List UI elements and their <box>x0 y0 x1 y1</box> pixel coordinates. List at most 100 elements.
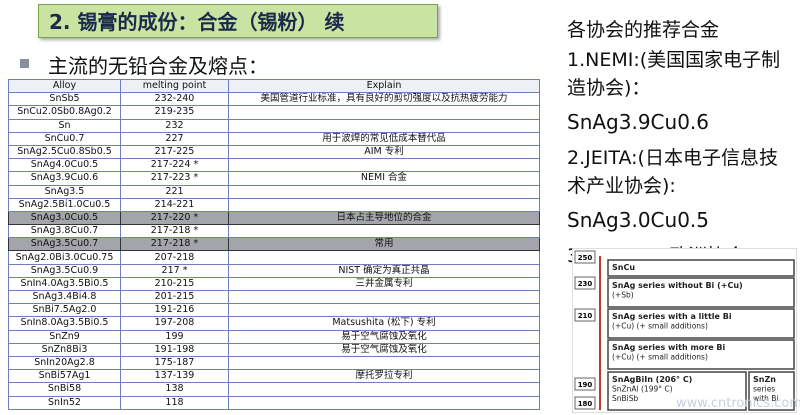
melting-cell: 217-225 <box>120 144 229 160</box>
box-text: SnAg series with a little Bi <box>612 312 732 321</box>
table-row: SnAg2.5Cu0.8Sb0.5 217-225 AIM 专利 <box>8 144 540 160</box>
alloy-cell: SnAg2.5Cu0.8Sb0.5 <box>8 144 121 160</box>
explain-cell <box>228 197 540 212</box>
alloy-cell: SnCu0.7 <box>8 131 121 146</box>
header-cell: Alloy <box>8 78 121 94</box>
table-row: SnIn4.0Ag3.5Bi0.5 210-215 三井金属专利 <box>8 276 540 292</box>
explain-cell: 三井金属专利 <box>228 276 540 292</box>
alloy-cell: SnAg3.5 <box>8 184 121 199</box>
table-row: SnAg2.0Bi3.0Cu0.75 207-218 <box>8 250 540 265</box>
explain-cell: 摩托罗拉专利 <box>228 369 540 384</box>
melting-cell: 118 <box>120 395 229 410</box>
melting-cell: 232 <box>120 118 229 133</box>
table-row: SnIn52 118 <box>8 395 540 410</box>
melting-cell: 207-218 <box>120 250 229 265</box>
scale-box <box>574 276 596 290</box>
table-row: SnAg3.9Cu0.6 217-223 * NEMI 合金 <box>8 171 540 186</box>
alloy-cell: SnCu2.0Sb0.8Ag0.2 <box>8 105 121 120</box>
table-row: Sn 232 <box>8 118 540 133</box>
melting-cell: 201-215 <box>120 289 229 305</box>
alloy-table: Alloy melting point Explain SnSb5 232-240 美国管… <box>8 78 540 410</box>
alloy-cell: SnBi57Ag1 <box>8 369 121 384</box>
recommended-alloy: SnAg3.9Cu0.6 <box>567 110 710 134</box>
explain-cell: 常用 <box>228 237 540 252</box>
melting-cell: 137-139 <box>120 369 229 384</box>
explain-cell: AIM 专利 <box>228 144 540 160</box>
alloy-cell: SnZn8Bi3 <box>8 342 121 357</box>
scale-label: 180 <box>578 400 593 408</box>
recommendations: 各协会的推荐合金 1.NEMI:(美国国家电子制造协会)： SnAg3.9Cu0.… <box>567 16 795 272</box>
table-row: SnAg3.5Cu0.9 217 * NIST 确定为真正共晶 <box>8 263 540 278</box>
scale-box <box>574 308 596 322</box>
alloy-cell: SnAg2.0Bi3.0Cu0.75 <box>8 250 121 265</box>
box-text: (+Cu) (+ small additions) <box>612 322 708 331</box>
explain-cell <box>228 395 540 410</box>
org-name: 1.NEMI:(美国国家电子制造协会)： <box>567 49 781 99</box>
alloy-cell: SnSb5 <box>8 92 121 107</box>
alloy-cell: SnIn4.0Ag3.5Bi0.5 <box>8 276 121 292</box>
box-text: SnAgBiIn (206° C) <box>612 375 692 384</box>
alloy-cell: SnAg3.5Cu0.7 <box>8 237 121 252</box>
box-text: SnCu <box>612 263 635 272</box>
table-row: SnAg3.5Cu0.7 217-218 * 常用 <box>8 237 540 252</box>
explain-cell <box>228 158 540 173</box>
melting-cell: 219-235 <box>120 105 229 120</box>
explain-cell <box>228 224 540 239</box>
box-text: series <box>753 385 775 394</box>
melting-cell: 217-223 * <box>120 171 229 186</box>
table-row: SnZn8Bi3 191-198 易于空气腐蚀及氧化 <box>8 342 540 357</box>
melting-cell: 217-218 * <box>120 237 229 252</box>
table-row: SnSb5 232-240 美国管道行业标准，具有良好的剪切强度以及抗热疲劳能力 <box>8 92 540 107</box>
box-text: with Bi <box>753 394 779 403</box>
alloy-cell: SnAg3.9Cu0.6 <box>8 171 121 186</box>
box-text: SnZnAl (199° C) <box>612 385 673 394</box>
box-text: (+Sb) <box>612 291 634 300</box>
table-row: SnAg3.8Cu0.7 217-218 * <box>8 224 540 239</box>
melting-cell: 191-198 <box>120 342 229 357</box>
explain-cell: Matsushita (松下) 专利 <box>228 316 540 331</box>
box-text: SnZn <box>753 375 776 384</box>
melting-cell: 175-187 <box>120 355 229 371</box>
range-box <box>607 339 795 370</box>
range-box <box>748 371 795 411</box>
alloy-cell: SnBi7.5Ag2.0 <box>8 303 121 318</box>
melting-cell: 191-216 <box>120 303 229 318</box>
side-heading: 各协会的推荐合金 <box>567 19 720 41</box>
alloy-cell: Sn <box>8 118 121 133</box>
box-text: (+Cu) (+ small additions) <box>612 353 708 362</box>
slide-title: 2. 锡膏的成份：合金（锡粉） 续 <box>38 4 438 38</box>
table-row: SnCu0.7 227 用于波焊的常见低成本替代品 <box>8 131 540 146</box>
table-row: SnAg3.5 221 <box>8 184 540 199</box>
alloy-cell: SnAg2.5Bi1.0Cu0.5 <box>8 197 121 212</box>
alloy-cell: SnIn52 <box>8 395 121 410</box>
table-row: SnIn20Ag2.8 175-187 <box>8 355 540 371</box>
melting-cell: 199 <box>120 329 229 344</box>
explain-cell <box>228 355 540 371</box>
scale-box <box>574 377 596 391</box>
box-text: SnAg series with more Bi <box>612 343 726 352</box>
alloy-cell: SnIn8.0Ag3.5Bi0.5 <box>8 316 121 331</box>
alloy-cell: SnAg3.4Bi4.8 <box>8 289 121 305</box>
melting-diagram: 250 230 210 190 180 SnCu SnAg series without B… <box>572 248 797 413</box>
range-box <box>607 277 795 308</box>
org-name: 2.JEITA:(日本电子信息技术产业协会): <box>567 147 778 197</box>
alloy-cell: SnAg3.5Cu0.9 <box>8 263 121 278</box>
melting-cell: 217-220 * <box>120 210 229 226</box>
melting-cell: 221 <box>120 184 229 199</box>
explain-cell <box>228 250 540 265</box>
explain-cell: NEMI 合金 <box>228 171 540 186</box>
scale-label: 250 <box>578 254 593 262</box>
melting-cell: 232-240 <box>120 92 229 107</box>
melting-cell: 210-215 <box>120 276 229 292</box>
explain-cell: 日本占主导地位的合金 <box>228 210 540 226</box>
header-cell: melting point <box>120 78 229 94</box>
range-box <box>607 259 795 277</box>
scale-label: 190 <box>578 381 593 389</box>
alloy-cell: SnAg4.0Cu0.5 <box>8 158 121 173</box>
table-row: SnZn9 199 易于空气腐蚀及氧化 <box>8 329 540 344</box>
scale-box <box>574 250 596 264</box>
watermark: www.cntronics.com <box>676 396 800 411</box>
explain-cell <box>228 118 540 133</box>
table-row: SnAg2.5Bi1.0Cu0.5 214-221 <box>8 197 540 212</box>
